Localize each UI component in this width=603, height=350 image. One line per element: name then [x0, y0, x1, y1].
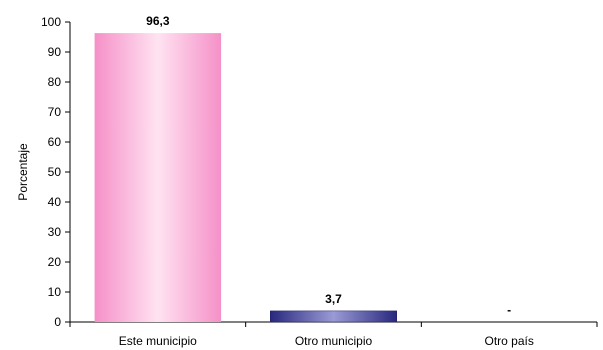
category-label-2: Otro municipio	[295, 334, 373, 348]
y-tick-label: 60	[48, 135, 62, 149]
y-tick-label: 20	[48, 255, 62, 269]
data-label-3: -	[507, 303, 511, 317]
y-tick-label: 90	[48, 45, 62, 59]
y-tick-label: 40	[48, 195, 62, 209]
y-tick-label: 80	[48, 75, 62, 89]
y-tick-label: 30	[48, 225, 62, 239]
category-label-3: Otro país	[484, 334, 533, 348]
data-label-1: 96,3	[146, 14, 170, 28]
y-tick-label: 70	[48, 105, 62, 119]
y-tick-label: 50	[48, 165, 62, 179]
bar-1	[94, 33, 222, 322]
y-tick-label: 10	[48, 285, 62, 299]
bar-2	[270, 310, 397, 323]
y-axis-label: Porcentaje	[16, 143, 30, 201]
category-label-1: Este municipio	[119, 334, 197, 348]
y-tick-label: 100	[41, 15, 61, 29]
y-tick-label: 0	[54, 315, 61, 329]
data-label-2: 3,7	[325, 292, 342, 306]
